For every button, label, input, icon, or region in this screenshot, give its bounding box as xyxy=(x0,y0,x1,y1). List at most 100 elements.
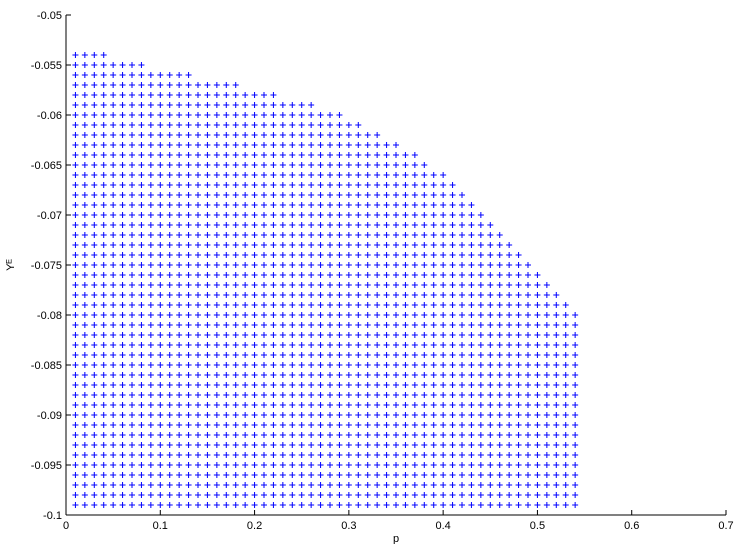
y-tick-label: -0.05 xyxy=(37,10,62,22)
data-point xyxy=(195,452,201,458)
data-point xyxy=(81,72,88,78)
data-point xyxy=(496,342,503,348)
data-point xyxy=(317,252,324,258)
data-point xyxy=(440,472,447,478)
data-point xyxy=(496,382,503,388)
data-point xyxy=(100,142,107,148)
data-point xyxy=(345,142,352,148)
data-point xyxy=(110,452,117,458)
data-point xyxy=(383,452,390,458)
data-point xyxy=(308,232,315,238)
data-point xyxy=(223,342,230,348)
data-point xyxy=(525,352,531,358)
data-point xyxy=(270,432,277,438)
data-point xyxy=(204,372,211,378)
data-point xyxy=(232,442,239,448)
data-point xyxy=(355,292,362,298)
data-point xyxy=(562,362,569,368)
data-point xyxy=(213,502,220,508)
data-point xyxy=(242,182,249,188)
data-point xyxy=(430,282,437,288)
data-point xyxy=(477,452,484,458)
data-point xyxy=(402,212,409,218)
data-point xyxy=(383,492,390,498)
data-point xyxy=(543,432,550,438)
data-point xyxy=(298,252,305,258)
data-point xyxy=(110,342,117,348)
data-point xyxy=(195,252,201,258)
data-point xyxy=(308,212,315,218)
data-point xyxy=(459,252,465,258)
data-point xyxy=(572,482,579,488)
data-point xyxy=(477,282,484,288)
data-point xyxy=(459,452,465,458)
data-point xyxy=(138,122,145,128)
data-point xyxy=(204,442,211,448)
data-point xyxy=(327,182,333,188)
data-point xyxy=(242,202,249,208)
data-point xyxy=(138,402,145,408)
data-point xyxy=(468,302,475,308)
data-point xyxy=(204,492,211,498)
data-point xyxy=(496,442,503,448)
data-point xyxy=(223,252,230,258)
data-point xyxy=(157,172,164,178)
data-point xyxy=(213,412,220,418)
data-point xyxy=(459,402,465,408)
data-point xyxy=(251,482,258,488)
data-point xyxy=(176,282,183,288)
data-point xyxy=(411,462,418,468)
data-point xyxy=(383,472,390,478)
data-point xyxy=(223,192,230,198)
data-point xyxy=(308,132,315,138)
data-point xyxy=(119,402,126,408)
data-point xyxy=(553,462,560,468)
y-axis-label: Yᴱ xyxy=(5,259,17,271)
data-point xyxy=(223,92,230,98)
data-point xyxy=(411,382,418,388)
data-point xyxy=(232,342,239,348)
data-point xyxy=(157,402,164,408)
data-point xyxy=(487,292,494,298)
data-point xyxy=(119,152,126,158)
data-point xyxy=(496,332,503,338)
data-point xyxy=(298,402,305,408)
data-point xyxy=(119,102,126,108)
data-point xyxy=(157,152,164,158)
data-point xyxy=(213,472,220,478)
data-point xyxy=(496,282,503,288)
data-point xyxy=(119,142,126,148)
data-point xyxy=(355,322,362,328)
data-point xyxy=(91,422,98,428)
data-point xyxy=(223,352,230,358)
data-point xyxy=(289,482,296,488)
data-point xyxy=(138,132,145,138)
data-point xyxy=(345,412,352,418)
data-point xyxy=(261,432,267,438)
data-point xyxy=(279,442,286,448)
data-point xyxy=(176,192,183,198)
data-point xyxy=(374,142,381,148)
data-point xyxy=(468,432,475,438)
data-point xyxy=(515,492,522,498)
data-point xyxy=(129,262,135,268)
data-point xyxy=(138,342,145,348)
data-point xyxy=(242,92,249,98)
data-point xyxy=(270,212,277,218)
data-point xyxy=(411,402,418,408)
data-point xyxy=(138,382,145,388)
data-point xyxy=(298,152,305,158)
data-point xyxy=(166,372,173,378)
data-point xyxy=(355,232,362,238)
data-point xyxy=(195,272,201,278)
data-point xyxy=(204,262,211,268)
data-point xyxy=(393,422,399,428)
data-point xyxy=(213,302,220,308)
data-point xyxy=(449,492,456,498)
data-point xyxy=(317,372,324,378)
data-point xyxy=(279,482,286,488)
data-point xyxy=(279,392,286,398)
data-point xyxy=(345,332,352,338)
data-point xyxy=(440,172,447,178)
data-point xyxy=(336,282,343,288)
